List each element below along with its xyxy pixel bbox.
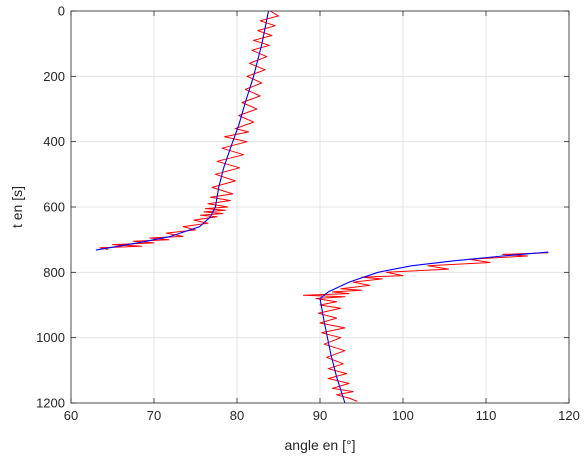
- grid: [70, 10, 570, 404]
- y-tick-label: 800: [43, 265, 65, 280]
- x-tick-label: 70: [147, 408, 161, 423]
- x-tick-labels: 60 70 80 90 100 110 120: [64, 408, 580, 423]
- smoothed-angle-line: [319, 251, 549, 404]
- measured-angle-line: [302, 252, 549, 402]
- smoothed-angle-series: [95, 10, 549, 404]
- y-axis-label: t en [s]: [9, 186, 25, 228]
- y-tick-label: 600: [43, 200, 65, 215]
- smoothed-angle-line: [95, 10, 270, 251]
- x-tick-label: 120: [558, 408, 580, 423]
- x-axis-label: angle en [°]: [285, 437, 356, 453]
- ticks: [70, 10, 570, 404]
- y-tick-label: 1000: [36, 330, 65, 345]
- measured-angle-series: [99, 10, 549, 402]
- series-group: [95, 10, 549, 404]
- y-tick-label: 1200: [36, 396, 65, 411]
- x-tick-label: 100: [392, 408, 414, 423]
- x-tick-label: 110: [476, 408, 497, 423]
- y-tick-label: 400: [43, 134, 65, 149]
- y-tick-label: 0: [58, 4, 65, 19]
- x-tick-label: 80: [230, 408, 244, 423]
- x-tick-label: 90: [313, 408, 327, 423]
- y-tick-labels: 0 200 400 600 800 1000 1200: [36, 4, 65, 411]
- y-tick-label: 200: [43, 69, 65, 84]
- x-tick-label: 60: [64, 408, 78, 423]
- measured-angle-line: [99, 10, 279, 250]
